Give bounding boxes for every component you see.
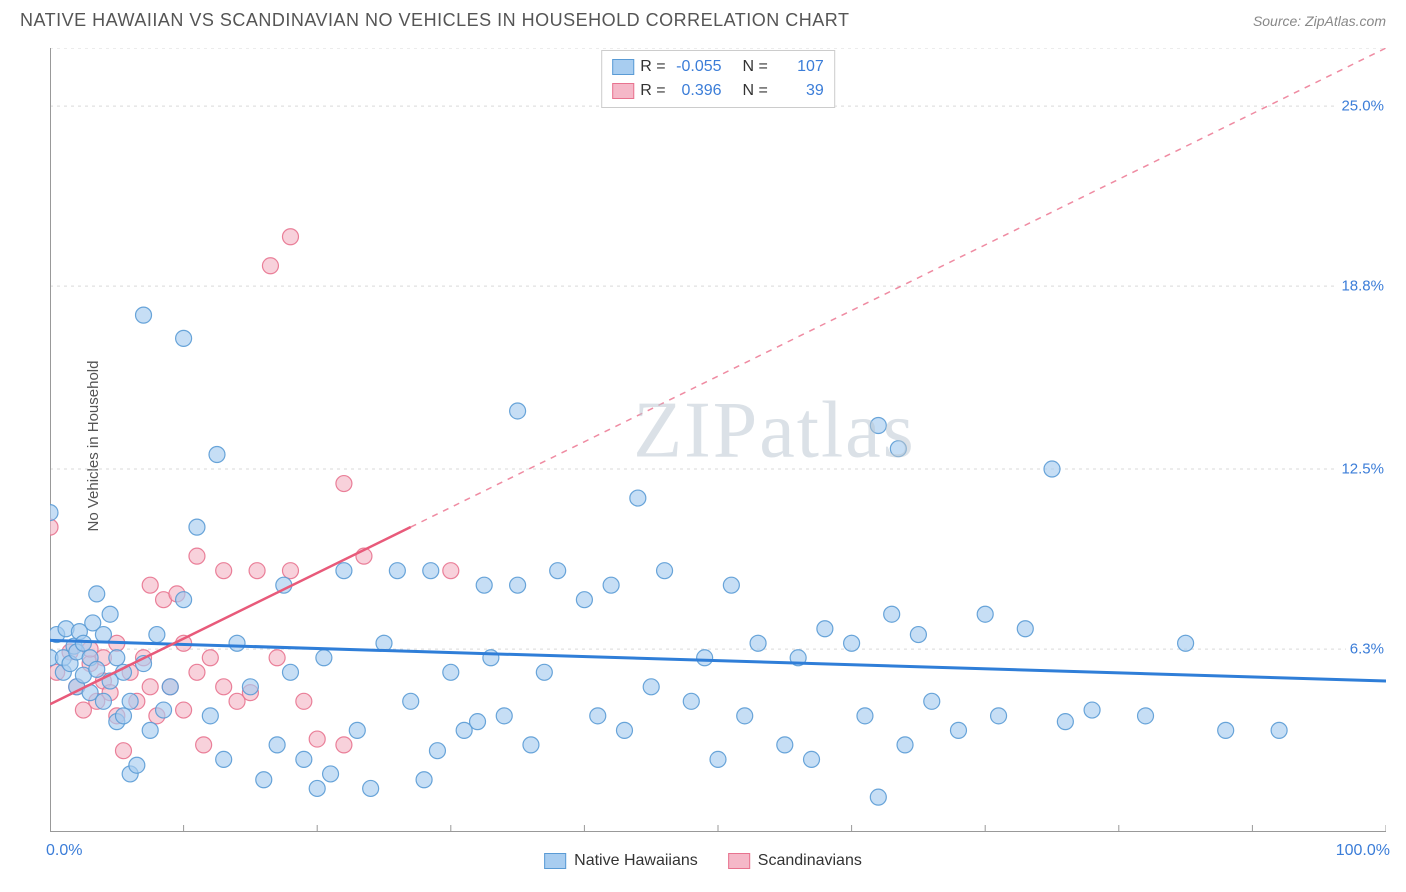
chart-area: ZIPatlas R =-0.055 N =107R =0.396 N =39 … (50, 48, 1386, 832)
legend-swatch (612, 59, 634, 75)
source-label: Source: ZipAtlas.com (1253, 13, 1386, 29)
stat-label: R = (640, 55, 665, 79)
legend-item: Scandinavians (728, 852, 862, 870)
chart-title: NATIVE HAWAIIAN VS SCANDINAVIAN NO VEHIC… (20, 10, 849, 31)
legend-item: Native Hawaiians (544, 852, 698, 870)
stats-row: R = -0.055 N = 107 (612, 55, 824, 79)
legend-label: Scandinavians (758, 852, 862, 870)
bottom-legend: Native Hawaiians Scandinavians (544, 852, 862, 870)
stat-r-value: 0.396 (672, 79, 722, 103)
legend-swatch (728, 853, 750, 869)
legend-label: Native Hawaiians (574, 852, 698, 870)
y-tick-label: 18.8% (1337, 278, 1388, 295)
stat-label: N = (742, 79, 767, 103)
stat-r-value: -0.055 (672, 55, 722, 79)
x-axis-max-label: 100.0% (1336, 842, 1390, 860)
y-tick-label: 12.5% (1337, 461, 1388, 478)
y-tick-label: 25.0% (1337, 98, 1388, 115)
stat-label: R = (640, 79, 665, 103)
y-tick-label: 6.3% (1346, 641, 1388, 658)
legend-swatch (544, 853, 566, 869)
legend-swatch (612, 83, 634, 99)
stat-n-value: 107 (774, 55, 824, 79)
stat-label: N = (742, 55, 767, 79)
stat-n-value: 39 (774, 79, 824, 103)
stats-legend: R = -0.055 N = 107 R = 0.396 N = 39 (601, 50, 835, 108)
stats-row: R = 0.396 N = 39 (612, 79, 824, 103)
x-axis-min-label: 0.0% (46, 842, 82, 860)
scatter-plot (50, 48, 1386, 832)
